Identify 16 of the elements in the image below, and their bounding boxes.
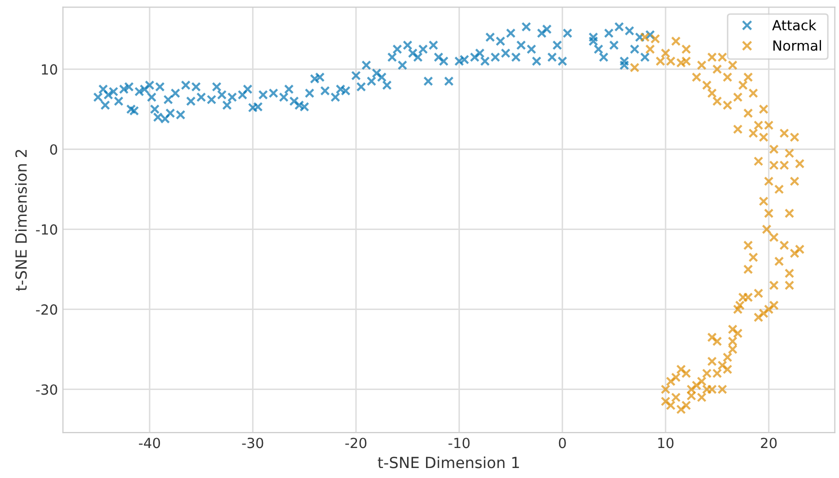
y-tick-label: -30 — [36, 384, 58, 395]
x-axis-title: t-SNE Dimension 1 — [378, 456, 519, 468]
legend-label: Normal — [773, 40, 821, 51]
y-tick-label: 0 — [50, 144, 58, 155]
y-tick-label: -10 — [36, 224, 58, 235]
y-axis-title: t-SNE Dimension 2 — [15, 150, 27, 291]
x-tick-label: -30 — [242, 438, 264, 448]
x-tick-label: -20 — [345, 438, 366, 448]
x-tick-label: -40 — [138, 438, 160, 448]
y-tick-label: -20 — [36, 304, 58, 315]
x-tick-label: 20 — [760, 438, 777, 448]
y-tick-label: 10 — [42, 64, 58, 75]
legend-label: Attack — [772, 20, 816, 30]
x-tick-label: 10 — [658, 438, 674, 448]
x-tick-label: -10 — [448, 438, 470, 448]
x-tick-label: 0 — [558, 438, 566, 448]
